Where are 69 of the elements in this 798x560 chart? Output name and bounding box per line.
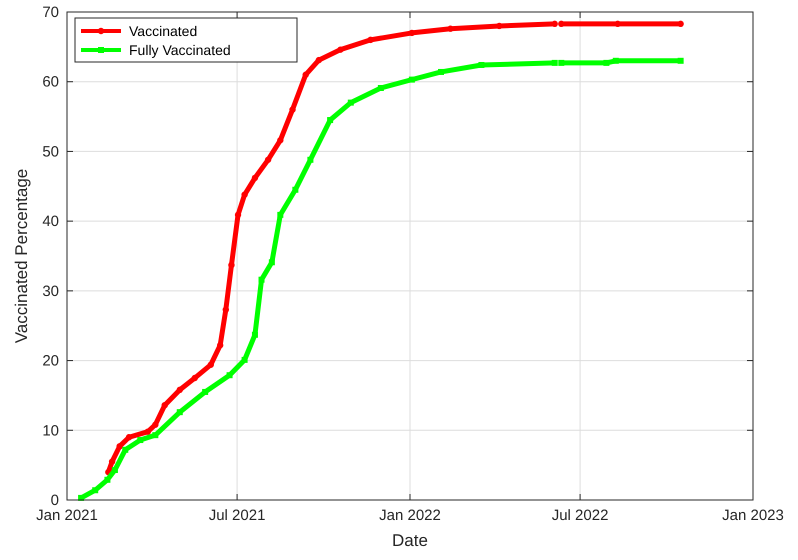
point (337, 46, 344, 53)
y-tick-label: 50 (42, 143, 59, 160)
y-tick-label: 0 (50, 492, 59, 509)
x-tick-label: Jan 2022 (379, 507, 441, 524)
y-tick-label: 40 (42, 213, 59, 230)
point (108, 458, 116, 465)
point (176, 409, 183, 416)
point (378, 84, 384, 91)
y-axis-title: Vaccinated Percentage (12, 168, 31, 344)
point (216, 342, 224, 348)
x-tick-label: Jul 2021 (208, 507, 266, 524)
legend-label: Vaccinated (129, 23, 198, 39)
point (558, 20, 564, 28)
point (496, 22, 502, 30)
point (226, 372, 233, 378)
x-axis-title: Date (392, 531, 428, 550)
point (302, 72, 309, 78)
point (408, 76, 415, 83)
point (137, 437, 144, 444)
point (222, 306, 230, 313)
point (348, 100, 354, 106)
point (327, 117, 334, 124)
point (252, 332, 258, 338)
legend-label: Fully Vaccinated (129, 42, 231, 58)
point (289, 106, 296, 113)
y-tick-label: 20 (42, 352, 59, 370)
point (92, 487, 98, 494)
point (192, 374, 198, 382)
point (162, 402, 168, 408)
y-tick-label: 10 (42, 422, 59, 440)
point (228, 262, 235, 268)
point (116, 443, 123, 450)
point (258, 276, 265, 283)
point (447, 26, 454, 32)
point (277, 212, 284, 218)
point (307, 156, 314, 163)
x-tick-label: Jul 2022 (552, 507, 608, 524)
point (677, 20, 684, 28)
y-tick-label: 30 (42, 282, 59, 300)
point (126, 434, 132, 440)
point (208, 362, 214, 368)
point (552, 20, 558, 28)
point (316, 56, 322, 64)
point (144, 428, 152, 435)
point (241, 191, 248, 198)
point (176, 386, 183, 394)
point (367, 36, 374, 44)
point (552, 60, 558, 66)
y-tick-label: 60 (42, 74, 59, 91)
point (558, 60, 564, 66)
point (678, 58, 684, 64)
point (277, 137, 284, 144)
point (152, 432, 158, 438)
point (104, 476, 110, 483)
y-tick-label: 70 (42, 4, 59, 21)
point (122, 446, 128, 453)
x-tick-label: Jan 2021 (36, 507, 98, 524)
point (152, 422, 159, 428)
point (112, 467, 118, 474)
x-tick-label: Jan 2023 (722, 507, 784, 524)
point (292, 186, 298, 193)
point (252, 174, 258, 182)
point (268, 259, 275, 266)
point (408, 30, 416, 36)
point (242, 356, 248, 363)
point (438, 68, 444, 75)
point (234, 212, 242, 218)
point (202, 388, 208, 395)
point (264, 156, 272, 163)
